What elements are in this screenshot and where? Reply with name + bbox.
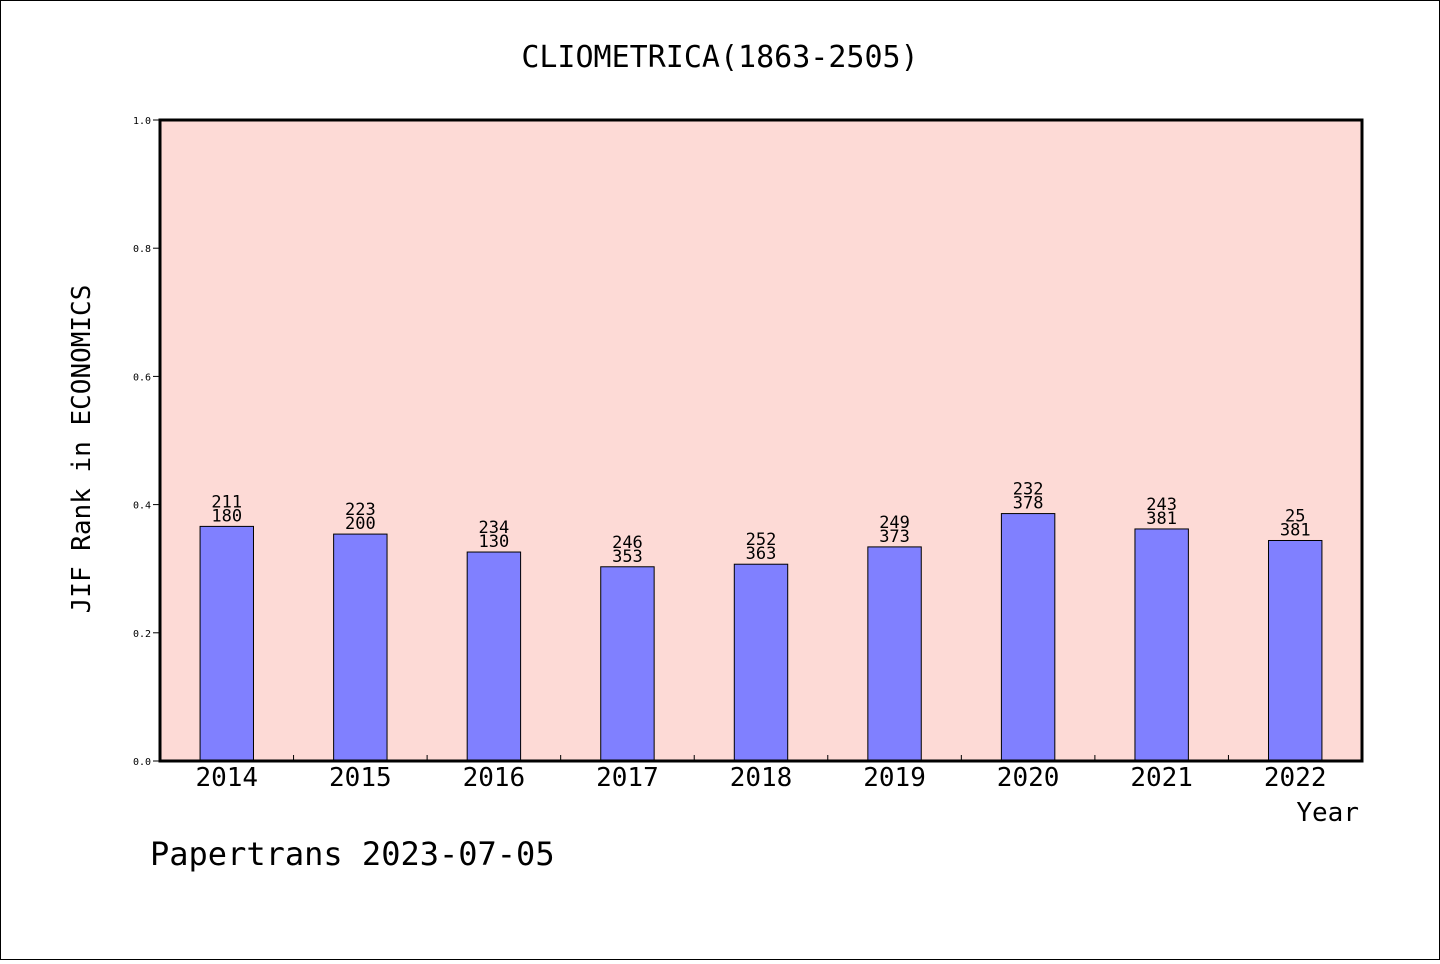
y-axis: 0.0 0.2 0.4 0.6 0.8 1.0	[133, 116, 160, 768]
bar-2017	[600, 566, 655, 762]
y-tick-label: 0.8	[133, 244, 151, 255]
x-tick-label: 2021	[1130, 763, 1193, 793]
x-tick-label: 2015	[329, 763, 392, 793]
plot-border	[158, 118, 1364, 763]
bar-total-label: 373	[879, 527, 910, 547]
bar-2014	[199, 525, 254, 762]
bar-rank-label: 252	[746, 530, 777, 550]
bar-total-label: 180	[211, 506, 242, 526]
bar-2019	[867, 546, 922, 762]
x-tick-label: 2020	[997, 763, 1060, 793]
y-tick-label: 0.4	[133, 501, 151, 512]
y-tick-label: 0.0	[133, 757, 151, 768]
bar-2016	[466, 551, 522, 762]
y-axis-label: JIF Rank in ECONOMICS	[67, 285, 97, 614]
y-tick-label: 1.0	[133, 116, 151, 127]
footer-text: Papertrans 2023-07-05	[150, 835, 555, 873]
y-tick-label: 0.2	[133, 629, 151, 640]
bar-rank-label: 234	[479, 518, 510, 538]
y-tick-label: 0.6	[133, 372, 151, 383]
bar-rank-label: 25	[1285, 506, 1305, 526]
bar-total-label: 381	[1146, 509, 1177, 529]
x-tick-label: 2022	[1264, 763, 1327, 793]
bar-rank-label: 246	[612, 533, 643, 553]
bars-group	[199, 513, 1323, 762]
bar-2018	[733, 563, 789, 762]
x-tick-label: 2016	[463, 763, 526, 793]
bar-total-label: 381	[1280, 520, 1311, 540]
bar-total-label: 130	[479, 532, 510, 552]
bar-total-label: 200	[345, 514, 376, 534]
bar-total-label: 353	[612, 547, 643, 567]
x-tick-label: 2014	[195, 763, 258, 793]
bar-2020	[1000, 513, 1056, 762]
x-tick-label: 2019	[863, 763, 926, 793]
x-tick-label: 2017	[596, 763, 659, 793]
bar-rank-label: 211	[211, 492, 242, 512]
bar-rank-label: 249	[879, 513, 910, 533]
x-tick-label: 2018	[730, 763, 793, 793]
bar-total-label: 378	[1013, 494, 1044, 514]
bar-rank-label: 232	[1013, 480, 1044, 500]
bar-2022	[1268, 539, 1323, 762]
chart-title: CLIOMETRICA(1863-2505)	[521, 40, 918, 75]
x-axis: 2014 2015 2016 2017 2018 2019 2020 2021 2022	[195, 755, 1327, 793]
bar-2015	[333, 533, 388, 762]
x-axis-label: Year	[1296, 798, 1359, 828]
bar-total-label: 363	[746, 544, 777, 564]
bar-2021	[1134, 528, 1189, 762]
bar-rank-label: 223	[345, 500, 376, 520]
bar-rank-label: 243	[1146, 495, 1177, 515]
